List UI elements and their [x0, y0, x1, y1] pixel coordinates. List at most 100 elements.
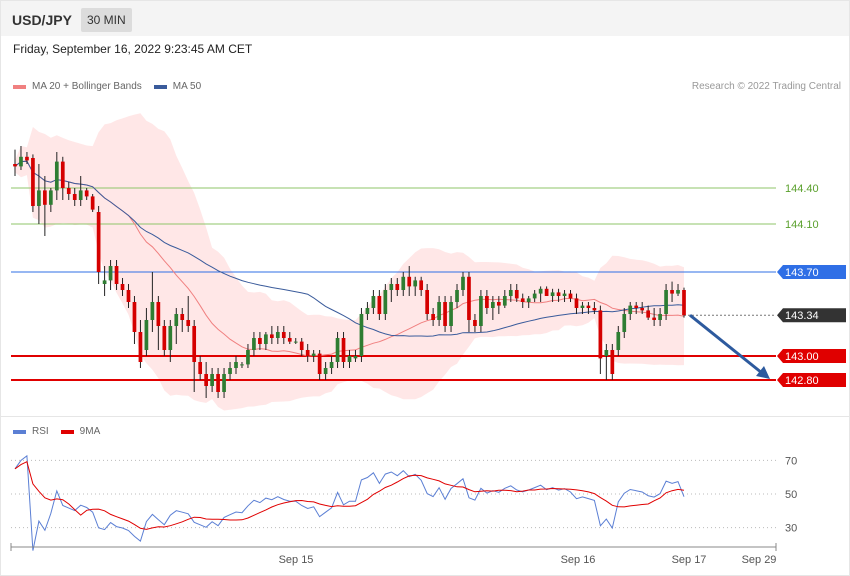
candle [502, 290, 507, 308]
candle-body [467, 276, 471, 320]
candle [317, 350, 322, 380]
candle [258, 332, 262, 350]
candle-body [78, 190, 83, 200]
candle [264, 332, 268, 350]
candle-body [383, 290, 388, 314]
candle-body [598, 310, 603, 359]
candle-body [437, 302, 441, 320]
candle-body [389, 284, 394, 290]
x-tick-label: Sep 17 [672, 554, 707, 566]
copyright-text: Research © 2022 Trading Central [691, 81, 841, 92]
candle-body [258, 338, 262, 344]
candle-body [293, 341, 298, 343]
candle [670, 281, 674, 302]
level-label-142.80: 142.80 [777, 373, 846, 387]
candle [37, 164, 41, 224]
candle-body [640, 308, 645, 311]
chart-datetime: Friday, September 16, 2022 9:23:45 AM CE… [13, 42, 253, 56]
rsi-tick-label: 70 [785, 455, 797, 467]
level-tag-143.34 [777, 308, 846, 323]
candle-body [114, 266, 119, 284]
candle-body [66, 188, 71, 194]
candle-body [550, 292, 555, 296]
candle-body [96, 212, 101, 272]
candle-body [371, 296, 376, 308]
legend-label-9ma: 9MA [79, 426, 101, 437]
candle [658, 308, 662, 326]
candle [580, 302, 585, 314]
candle-body [676, 290, 680, 294]
candle-body [538, 288, 543, 294]
candle-body [425, 290, 430, 314]
candle [592, 302, 597, 314]
candle-body [461, 276, 465, 290]
candle [335, 332, 340, 368]
candle-body [353, 356, 358, 359]
forecast-arrowhead [756, 366, 770, 379]
candle-body [317, 353, 322, 374]
candle [222, 368, 226, 398]
level-label-144.40: 144.40 [785, 183, 819, 195]
candle [664, 284, 668, 320]
candle [150, 272, 155, 332]
candle-body [479, 296, 483, 326]
candle [646, 305, 651, 320]
candle [78, 176, 83, 206]
level-text-143.00: 143.00 [785, 351, 819, 363]
candle-body [102, 280, 107, 284]
candle-body [616, 332, 621, 350]
candle-body [491, 302, 495, 308]
candle-body [556, 292, 561, 296]
candle-body [228, 368, 232, 374]
x-tick-label: Sep 15 [279, 554, 314, 566]
candle [371, 290, 376, 314]
header-bar: USD/JPY 30 MIN [1, 1, 849, 36]
candle-body [586, 305, 591, 308]
candle-body [496, 302, 501, 306]
candle-body [329, 362, 334, 368]
timeframe-button[interactable]: 30 MIN [81, 8, 132, 32]
level-tag-142.80 [777, 373, 846, 387]
candle-body [299, 341, 304, 350]
candle [449, 296, 453, 332]
candle [401, 272, 406, 296]
level-label-144.10: 144.10 [785, 219, 819, 231]
level-text-144.40: 144.40 [785, 183, 819, 195]
candle [102, 266, 107, 296]
candle-body [604, 350, 609, 356]
candle-body [592, 308, 597, 311]
candle-body [335, 338, 340, 362]
candle-body [580, 305, 585, 308]
candle [25, 152, 29, 164]
candle [568, 290, 573, 302]
candle [544, 286, 549, 296]
candle [640, 302, 645, 314]
candle-body [186, 320, 191, 326]
candle-body [526, 298, 531, 302]
candle [174, 308, 179, 344]
legend-item-9ma: 9MA [60, 426, 101, 437]
candle [347, 350, 352, 368]
candle [144, 308, 149, 356]
candle-body [13, 164, 17, 167]
candle [162, 320, 167, 356]
candle-body [48, 190, 53, 205]
legend-label-ma50: MA 50 [172, 81, 202, 92]
candle-body [198, 362, 203, 374]
candle [622, 308, 627, 338]
x-tick-label: Sep 16 [561, 554, 596, 566]
level-text-143.34: 143.34 [785, 310, 819, 322]
candle [682, 287, 686, 318]
candle-body [514, 290, 519, 299]
candle-body [108, 266, 113, 281]
candle [19, 146, 23, 170]
candle-body [162, 326, 167, 350]
candle-body [19, 156, 23, 167]
candle [598, 305, 603, 374]
candle [138, 320, 143, 368]
candle [377, 290, 382, 320]
candle-body [150, 302, 155, 320]
candle [305, 344, 310, 362]
candle-body [252, 338, 256, 350]
